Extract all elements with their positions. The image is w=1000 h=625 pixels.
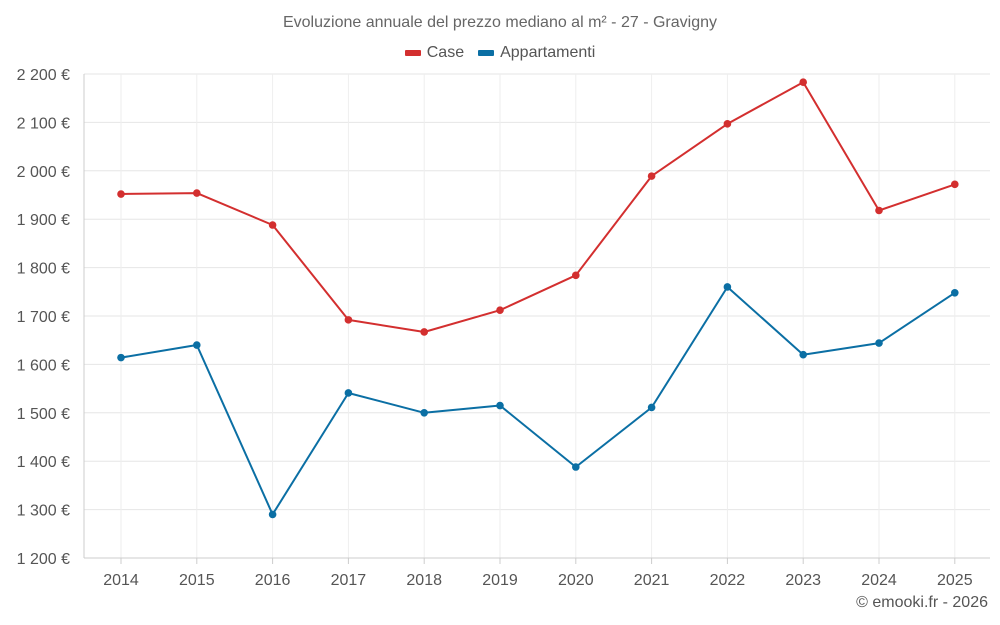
chart-legend: Case Appartamenti <box>0 44 1000 62</box>
x-tick-label: 2014 <box>103 572 139 589</box>
data-point-appartamenti <box>420 409 429 417</box>
data-point-case <box>875 206 883 215</box>
x-tick-label: 2016 <box>255 572 291 589</box>
data-point-appartamenti <box>647 403 656 412</box>
data-point-case <box>799 78 807 87</box>
x-tick-label: 2017 <box>331 572 367 589</box>
legend-item-case[interactable]: Case <box>404 44 465 62</box>
y-tick-label: 1 400 € <box>17 454 70 471</box>
data-point-appartamenti <box>344 389 353 397</box>
x-tick-label: 2021 <box>634 572 670 589</box>
x-tick-label: 2023 <box>785 572 821 589</box>
credit-text: © emooki.fr - 2026 <box>856 594 988 611</box>
data-point-appartamenti <box>951 288 959 297</box>
data-point-appartamenti <box>268 510 277 519</box>
y-tick-label: 1 500 € <box>17 406 70 423</box>
data-point-appartamenti <box>875 339 883 347</box>
data-point-appartamenti <box>117 353 125 362</box>
data-point-case <box>420 328 429 336</box>
data-point-case <box>193 189 201 197</box>
series-line-case <box>120 81 956 333</box>
y-tick-label: 1 800 € <box>17 261 70 278</box>
data-point-case <box>117 190 125 198</box>
legend-item-appartamenti[interactable]: Appartamenti <box>478 44 595 62</box>
x-tick-label: 2015 <box>179 572 215 589</box>
y-tick-label: 1 300 € <box>17 503 70 520</box>
x-tick-label: 2025 <box>937 572 973 589</box>
y-tick-label: 2 000 € <box>17 164 70 181</box>
data-point-appartamenti <box>193 341 201 349</box>
data-point-case <box>723 120 732 128</box>
legend-label-appartamenti: Appartamenti <box>500 44 596 61</box>
legend-swatch-case <box>404 50 421 56</box>
data-point-case <box>647 172 656 180</box>
y-tick-label: 1 200 € <box>17 551 70 568</box>
chart-title: Evoluzione annuale del prezzo mediano al… <box>282 14 717 31</box>
data-point-appartamenti <box>496 401 504 410</box>
legend-label-case: Case <box>426 44 465 61</box>
data-point-appartamenti <box>572 463 580 471</box>
data-point-appartamenti <box>799 350 807 359</box>
y-tick-label: 1 900 € <box>17 212 70 229</box>
series-line-appartamenti <box>120 286 956 516</box>
y-tick-label: 2 200 € <box>17 67 70 84</box>
data-point-appartamenti <box>723 283 732 291</box>
x-tick-label: 2018 <box>406 572 442 589</box>
x-tick-label: 2019 <box>482 572 518 589</box>
data-point-case <box>268 221 277 229</box>
y-tick-label: 1 600 € <box>17 357 70 374</box>
y-tick-label: 1 700 € <box>17 309 70 326</box>
data-point-case <box>572 271 580 280</box>
y-tick-label: 2 100 € <box>17 115 70 132</box>
x-tick-label: 2024 <box>861 572 897 589</box>
data-point-case <box>496 306 504 314</box>
legend-swatch-appartamenti <box>478 50 495 56</box>
x-tick-label: 2022 <box>710 572 746 589</box>
x-tick-label: 2020 <box>558 572 594 589</box>
data-point-case <box>344 316 353 324</box>
data-point-case <box>951 180 959 189</box>
